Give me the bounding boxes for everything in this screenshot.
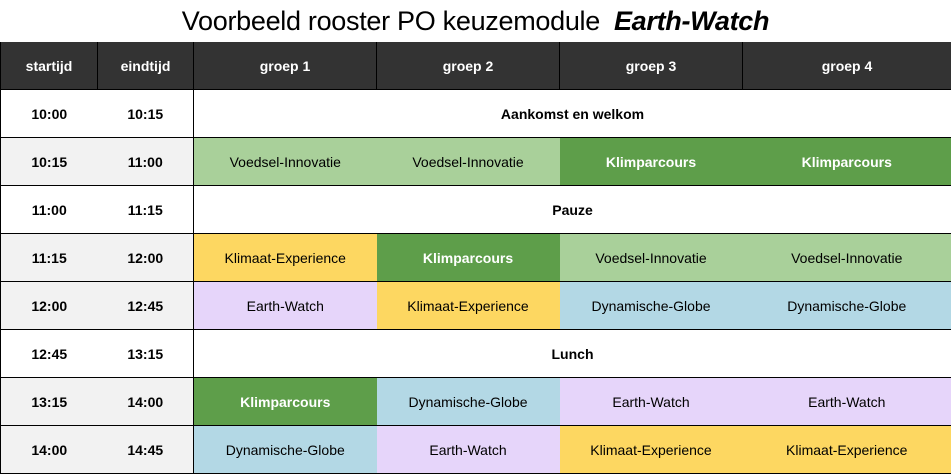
- activity-full: Pauze: [193, 185, 951, 234]
- activity-cell: Earth-Watch: [376, 425, 560, 474]
- start-time: 13:15: [0, 377, 98, 426]
- end-time: 10:15: [97, 89, 194, 138]
- activity-cell: Voedsel-Innovatie: [193, 137, 377, 186]
- header-row: startijd eindtijd groep 1 groep 2 groep …: [0, 42, 951, 90]
- activity-cell: Klimaat-Experience: [376, 281, 560, 330]
- header-start: startijd: [0, 42, 98, 90]
- activity-cell: Klimparcours: [193, 377, 377, 426]
- header-group-1: groep 1: [193, 42, 377, 90]
- activity-cell: Voedsel-Innovatie: [376, 137, 560, 186]
- activity-cell: Dynamische-Globe: [559, 281, 743, 330]
- table-row: 10:00 10:15 Aankomst en welkom: [0, 89, 951, 138]
- title-emphasis: Earth-Watch: [613, 5, 770, 36]
- start-time: 12:45: [0, 329, 98, 378]
- table-row: 10:15 11:00 Voedsel-Innovatie Voedsel-In…: [0, 137, 951, 186]
- start-time: 11:15: [0, 233, 98, 282]
- schedule-table: startijd eindtijd groep 1 groep 2 groep …: [0, 42, 951, 474]
- activity-cell: Klimparcours: [559, 137, 743, 186]
- activity-cell: Voedsel-Innovatie: [559, 233, 743, 282]
- end-time: 14:45: [97, 425, 194, 474]
- activity-cell: Earth-Watch: [193, 281, 377, 330]
- header-group-2: groep 2: [376, 42, 560, 90]
- activity-cell: Earth-Watch: [559, 377, 743, 426]
- start-time: 14:00: [0, 425, 98, 474]
- table-row: 14:00 14:45 Dynamische-Globe Earth-Watch…: [0, 425, 951, 474]
- title-main: Voorbeeld rooster PO keuzemodule: [181, 5, 600, 36]
- header-group-3: groep 3: [559, 42, 743, 90]
- end-time: 14:00: [97, 377, 194, 426]
- start-time: 10:15: [0, 137, 98, 186]
- header-group-4: groep 4: [742, 42, 951, 90]
- start-time: 11:00: [0, 185, 98, 234]
- activity-full: Lunch: [193, 329, 951, 378]
- start-time: 12:00: [0, 281, 98, 330]
- header-end: eindtijd: [97, 42, 194, 90]
- end-time: 11:00: [97, 137, 194, 186]
- start-time: 10:00: [0, 89, 98, 138]
- table-row: 12:45 13:15 Lunch: [0, 329, 951, 378]
- activity-cell: Klimaat-Experience: [742, 425, 951, 474]
- activity-cell: Dynamische-Globe: [742, 281, 951, 330]
- activity-cell: Earth-Watch: [742, 377, 951, 426]
- activity-cell: Dynamische-Globe: [193, 425, 377, 474]
- activity-cell: Voedsel-Innovatie: [742, 233, 951, 282]
- table-row: 11:00 11:15 Pauze: [0, 185, 951, 234]
- table-row: 13:15 14:00 Klimparcours Dynamische-Glob…: [0, 377, 951, 426]
- table-row: 11:15 12:00 Klimaat-Experience Klimparco…: [0, 233, 951, 282]
- activity-cell: Klimaat-Experience: [559, 425, 743, 474]
- end-time: 12:00: [97, 233, 194, 282]
- activity-cell: Dynamische-Globe: [376, 377, 560, 426]
- activity-full: Aankomst en welkom: [193, 89, 951, 138]
- table-row: 12:00 12:45 Earth-Watch Klimaat-Experien…: [0, 281, 951, 330]
- activity-cell: Klimaat-Experience: [193, 233, 377, 282]
- end-time: 12:45: [97, 281, 194, 330]
- activity-cell: Klimparcours: [376, 233, 560, 282]
- end-time: 13:15: [97, 329, 194, 378]
- activity-cell: Klimparcours: [742, 137, 951, 186]
- page-title: Voorbeeld rooster PO keuzemodule Earth-W…: [0, 0, 951, 42]
- end-time: 11:15: [97, 185, 194, 234]
